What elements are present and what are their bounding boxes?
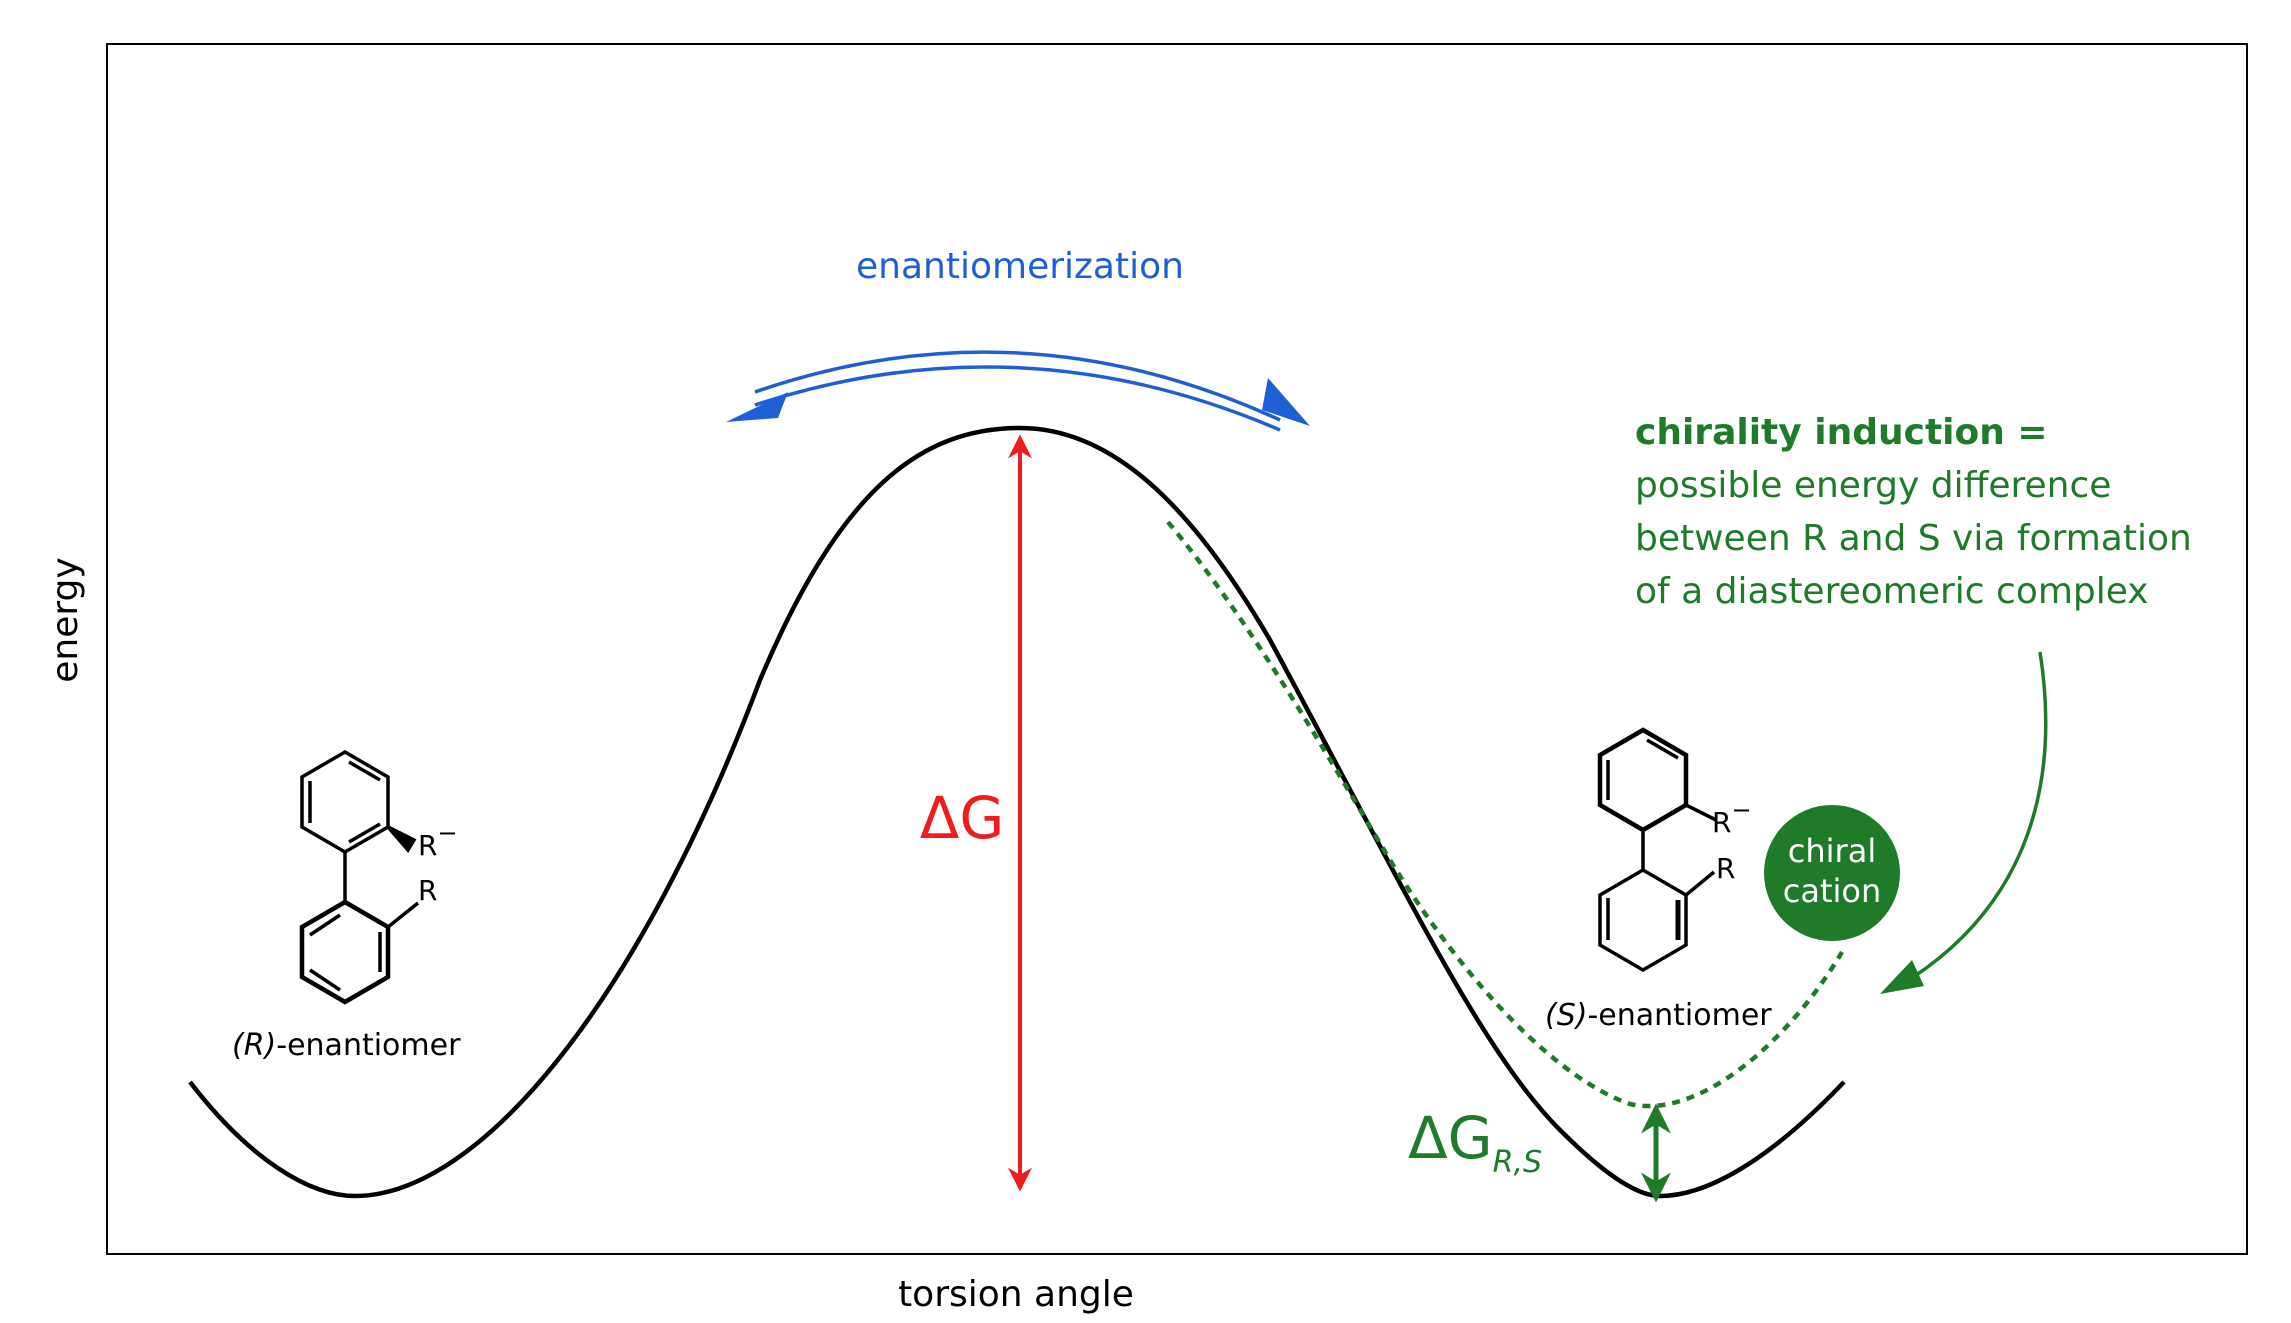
s-suffix: -enantiomer [1587, 998, 1772, 1033]
r-minus-sign: − [437, 819, 457, 847]
s-enantiomer-r: R [1716, 852, 1735, 885]
s-descriptor: (S) [1545, 998, 1587, 1033]
delta-g-rs-subscript: R,S [1493, 1145, 1542, 1180]
r-enantiomer-r-minus: R− [418, 819, 458, 862]
induction-line1: possible energy difference [1635, 465, 2111, 506]
r-minus-letter: R [418, 829, 437, 862]
r-enantiomer-structure [299, 749, 420, 1005]
induction-arrowhead [1880, 960, 1924, 994]
r-enantiomer-r: R [418, 874, 437, 907]
s-enantiomer-label: (S)-enantiomer [1545, 998, 1772, 1033]
induction-arrow [1911, 651, 2048, 980]
s-enantiomer-structure [1597, 727, 1717, 973]
delta-g-label: ΔG [920, 784, 1005, 852]
plot-frame [106, 43, 2248, 1255]
energy-curve [188, 425, 1846, 1199]
r-suffix: -enantiomer [276, 1028, 461, 1063]
delta-g-rs-label: ΔGR,S [1408, 1104, 1542, 1180]
enantiomerization-label: enantiomerization [856, 246, 1184, 287]
induction-line3: of a diastereomeric complex [1635, 571, 2149, 612]
enantiomerization-arrow [726, 350, 1310, 432]
chiral-cation-circle [1764, 805, 1900, 941]
s-minus-sign: − [1731, 796, 1751, 824]
r-descriptor: (R) [232, 1028, 276, 1063]
chiral-cation-line2: cation [1783, 872, 1882, 910]
x-axis-label: torsion angle [898, 1274, 1134, 1315]
s-minus-letter: R [1712, 806, 1731, 839]
chiral-cation-line1: chiral [1788, 832, 1876, 870]
y-axis-label: energy [45, 557, 86, 682]
induction-title: chirality induction = [1635, 412, 2048, 453]
induction-line2: between R and S via formation [1635, 518, 2192, 559]
r-enantiomer-label: (R)-enantiomer [232, 1028, 461, 1063]
delta-g-rs-main: ΔG [1408, 1104, 1493, 1172]
s-enantiomer-r-minus: R− [1712, 796, 1752, 839]
